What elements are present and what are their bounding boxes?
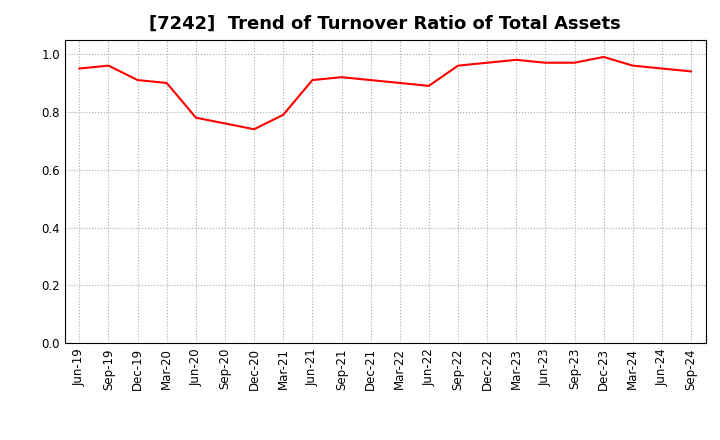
Title: [7242]  Trend of Turnover Ratio of Total Assets: [7242] Trend of Turnover Ratio of Total … xyxy=(149,15,621,33)
